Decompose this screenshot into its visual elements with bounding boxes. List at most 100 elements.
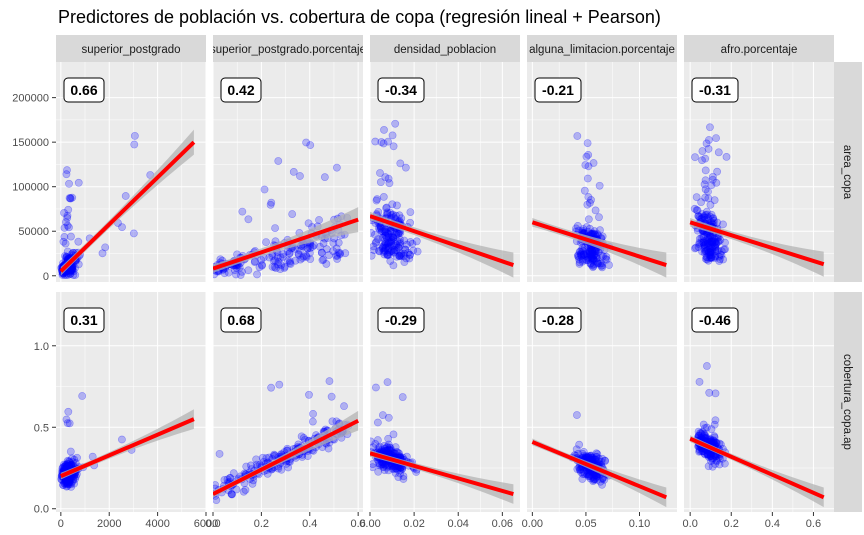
data-point	[595, 213, 603, 222]
data-point	[303, 452, 312, 461]
strip-bg	[684, 35, 834, 62]
data-point	[66, 270, 75, 278]
x-tick-label: 0.04	[448, 518, 469, 530]
data-point	[712, 439, 720, 447]
panel-body	[689, 362, 825, 508]
data-point	[573, 132, 582, 140]
data-point	[380, 240, 389, 249]
correlation-value: -0.21	[542, 82, 574, 98]
data-point	[576, 465, 585, 474]
data-point	[708, 238, 716, 247]
data-point	[308, 417, 317, 426]
data-point	[704, 145, 713, 153]
data-point	[704, 462, 713, 471]
data-point	[698, 427, 707, 436]
data-point	[405, 250, 414, 259]
data-point	[701, 255, 710, 263]
data-point	[385, 443, 394, 452]
data-point	[705, 388, 714, 397]
correlation-box	[220, 307, 262, 333]
data-point	[710, 432, 719, 441]
data-point	[589, 475, 598, 483]
gridlines	[56, 292, 207, 512]
data-point	[66, 447, 75, 456]
data-point	[389, 233, 398, 242]
data-point	[302, 253, 311, 261]
data-point	[590, 227, 599, 236]
regression-line	[213, 217, 359, 271]
data-point	[272, 264, 280, 273]
column-strip-0: superior_postgrado	[56, 35, 206, 62]
correlation-box	[691, 307, 739, 333]
data-point	[591, 206, 600, 215]
data-point	[391, 464, 400, 473]
panel-body	[57, 392, 195, 491]
data-point	[71, 264, 79, 272]
data-point	[697, 447, 706, 456]
data-point	[63, 479, 72, 488]
data-point	[698, 213, 707, 222]
data-point	[383, 251, 392, 260]
data-point	[244, 215, 253, 224]
correlation-label: -0.28	[534, 307, 582, 333]
data-point	[699, 433, 708, 442]
data-point	[381, 243, 390, 252]
data-point	[585, 224, 594, 233]
data-point	[575, 255, 584, 264]
data-point	[701, 243, 709, 252]
data-point	[375, 246, 383, 255]
data-point	[703, 423, 711, 432]
data-point	[378, 233, 387, 242]
data-point	[600, 475, 609, 484]
data-point	[702, 253, 711, 262]
data-point	[378, 460, 387, 469]
data-point	[317, 248, 326, 257]
data-point	[232, 485, 241, 494]
data-point	[384, 232, 393, 241]
data-point	[589, 159, 598, 167]
data-point	[62, 170, 71, 179]
data-point	[705, 254, 714, 262]
data-point	[388, 131, 397, 140]
data-point	[382, 203, 391, 212]
strip-bg	[527, 35, 677, 62]
data-point	[708, 234, 717, 243]
data-point	[390, 246, 399, 255]
data-point	[383, 442, 392, 451]
data-point	[692, 243, 700, 252]
data-point	[64, 205, 73, 214]
data-point	[375, 461, 384, 470]
data-point	[586, 259, 595, 268]
data-point	[589, 229, 598, 238]
data-point	[62, 218, 70, 227]
data-point	[65, 419, 74, 428]
data-point	[253, 270, 261, 279]
data-point	[708, 462, 717, 471]
data-point	[302, 138, 311, 147]
data-point	[213, 481, 220, 489]
data-point	[711, 238, 720, 247]
correlation-label: -0.31	[691, 77, 739, 103]
data-point	[379, 463, 388, 471]
y-tick-label: 0.0	[34, 504, 49, 516]
data-point	[376, 169, 384, 177]
data-point	[576, 247, 585, 256]
data-point	[73, 453, 81, 462]
data-point	[333, 255, 342, 263]
data-point	[701, 431, 709, 440]
data-point	[699, 233, 708, 241]
data-point	[395, 251, 404, 260]
data-point	[708, 242, 717, 251]
data-point	[370, 437, 375, 446]
data-point	[270, 450, 279, 459]
data-point	[329, 239, 338, 248]
data-point	[279, 250, 287, 259]
data-point	[695, 447, 704, 456]
data-point	[704, 249, 713, 258]
data-point	[590, 475, 599, 483]
data-point	[373, 436, 382, 444]
y-tick-label: 150000	[12, 137, 49, 149]
data-point	[371, 230, 379, 239]
data-point	[584, 452, 593, 461]
data-point	[69, 476, 78, 485]
